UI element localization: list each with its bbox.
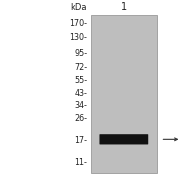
Text: 11-: 11-: [74, 158, 87, 167]
Text: 43-: 43-: [74, 89, 87, 98]
Text: 130-: 130-: [69, 33, 87, 42]
Text: 55-: 55-: [74, 76, 87, 85]
Text: 95-: 95-: [74, 49, 87, 58]
Text: 17-: 17-: [74, 136, 87, 145]
Bar: [91, 15, 157, 173]
Text: 170-: 170-: [69, 19, 87, 28]
Text: 72-: 72-: [74, 63, 87, 72]
Text: 34-: 34-: [74, 101, 87, 110]
Text: kDa: kDa: [71, 3, 87, 12]
Text: 26-: 26-: [74, 114, 87, 123]
Text: 1: 1: [121, 2, 127, 12]
FancyBboxPatch shape: [100, 134, 148, 145]
